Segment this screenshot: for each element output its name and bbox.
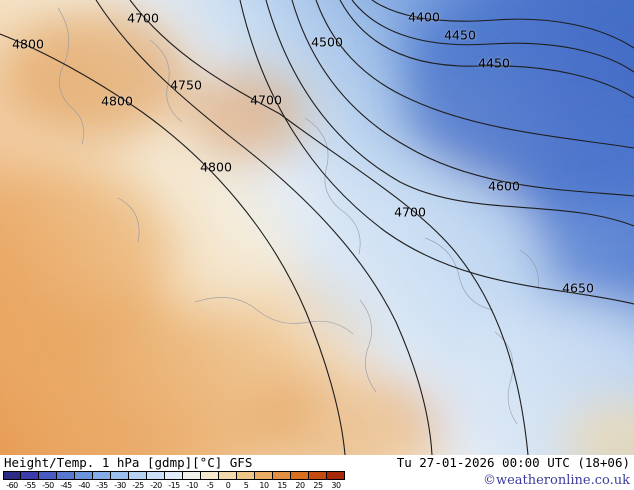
colorbar-segment: -25: [129, 471, 147, 490]
colorbar-segment: -55: [21, 471, 39, 490]
colorbar-segment: -20: [147, 471, 165, 490]
height-contours: [0, 0, 634, 455]
colorbar-segment: 15: [273, 471, 291, 490]
colorbar-segment: 25: [309, 471, 327, 490]
colorbar-segment: 20: [291, 471, 309, 490]
contour-label: 4500: [311, 34, 343, 50]
contour-label: 4800: [101, 93, 133, 109]
colorbar-segment: -45: [57, 471, 75, 490]
title-row: Height/Temp. 1 hPa [gdmp][°C] GFS Tu 27-…: [0, 455, 634, 470]
contour-label: 4800: [200, 159, 232, 175]
contour-label: 4750: [170, 77, 202, 93]
colorbar-segment: -35: [93, 471, 111, 490]
colorbar-segment: -50: [39, 471, 57, 490]
valid-time: Tu 27-01-2026 00:00 UTC (18+06): [396, 455, 630, 470]
colorbar-segment: -30: [111, 471, 129, 490]
contour-label: 4700: [394, 204, 426, 220]
map-canvas: 4700 4800 4400 4500 4450 4450 4750 4700 4800 4800…: [0, 0, 634, 455]
colorbar-segment: -10: [183, 471, 201, 490]
contour-label: 4450: [478, 55, 510, 71]
contour-label: 4650: [562, 280, 594, 296]
colorbar-segment: 30: [327, 471, 345, 490]
contour-label: 4400: [408, 9, 440, 25]
contour-labels-layer: 4700 4800 4400 4500 4450 4450 4750 4700 4800 4800…: [12, 9, 594, 296]
colorbar-segment: -15: [165, 471, 183, 490]
colorbar-segment: -5: [201, 471, 219, 490]
copyright-link[interactable]: ©weatheronline.co.uk: [482, 473, 630, 488]
colorbar-segment: 0: [219, 471, 237, 490]
colorbar-segment: 10: [255, 471, 273, 490]
temperature-colorbar: -60 -55 -50 -45 -40 -35 -30 -25 -20 -15 -10 -5 0 5 10 1…: [3, 471, 345, 490]
status-bar: Height/Temp. 1 hPa [gdmp][°C] GFS Tu 27-…: [0, 455, 634, 490]
contour-label: 4450: [444, 27, 476, 43]
legend-row: -60 -55 -50 -45 -40 -35 -30 -25 -20 -15 -10 -5 0 5 10 1…: [0, 470, 634, 490]
colorbar-segment: 5: [237, 471, 255, 490]
colorbar-segment: -40: [75, 471, 93, 490]
contour-label: 4800: [12, 36, 44, 52]
map-svg: [0, 0, 634, 455]
temperature-patches: [0, 0, 634, 455]
contour-label: 4700: [250, 92, 282, 108]
colorbar-segment: -60: [3, 471, 21, 490]
contour-label: 4600: [488, 178, 520, 194]
map-title: Height/Temp. 1 hPa [gdmp][°C] GFS: [4, 455, 253, 470]
contour-label: 4700: [127, 10, 159, 26]
